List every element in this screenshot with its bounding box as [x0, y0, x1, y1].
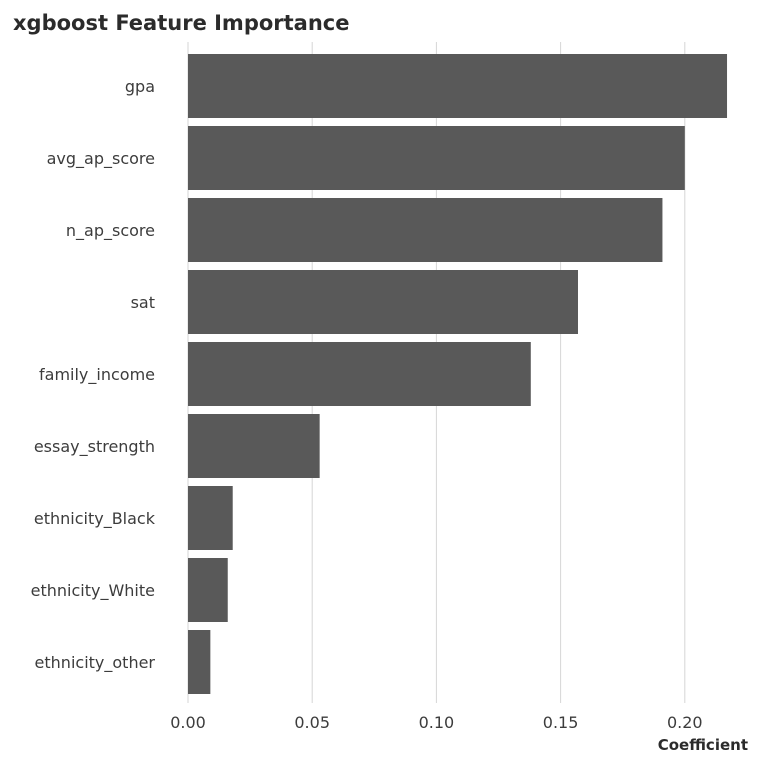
y-axis-label: avg_ap_score — [47, 149, 155, 169]
y-axis-label: sat — [131, 293, 155, 312]
bar-gpa — [188, 54, 728, 118]
bars — [188, 54, 728, 694]
y-axis-label: ethnicity_other — [35, 653, 156, 673]
x-axis-title: Coefficient — [658, 736, 748, 754]
y-axis-label: essay_strength — [34, 437, 155, 457]
x-tick-label: 0.15 — [543, 713, 579, 732]
bar-n_ap_score — [188, 198, 663, 262]
x-tick-label: 0.10 — [419, 713, 455, 732]
x-tick-label: 0.00 — [170, 713, 206, 732]
bar-essay_strength — [188, 414, 320, 478]
y-axis-label: family_income — [39, 365, 155, 385]
bar-avg_ap_score — [188, 126, 685, 190]
y-axis-label: gpa — [125, 77, 155, 96]
y-axis-label: ethnicity_White — [31, 581, 155, 601]
y-axis-label: ethnicity_Black — [34, 509, 156, 529]
bar-ethnicity_White — [188, 558, 228, 622]
y-axis-label: n_ap_score — [66, 221, 155, 241]
bar-sat — [188, 270, 578, 334]
bar-ethnicity_Black — [188, 486, 233, 550]
chart-title: xgboost Feature Importance — [13, 11, 349, 35]
x-axis-tick-labels: 0.00 0.05 0.10 0.15 0.20 — [170, 713, 702, 732]
bar-ethnicity_other — [188, 630, 211, 694]
x-tick-label: 0.05 — [294, 713, 330, 732]
bar-family_income — [188, 342, 531, 406]
x-tick-label: 0.20 — [667, 713, 703, 732]
